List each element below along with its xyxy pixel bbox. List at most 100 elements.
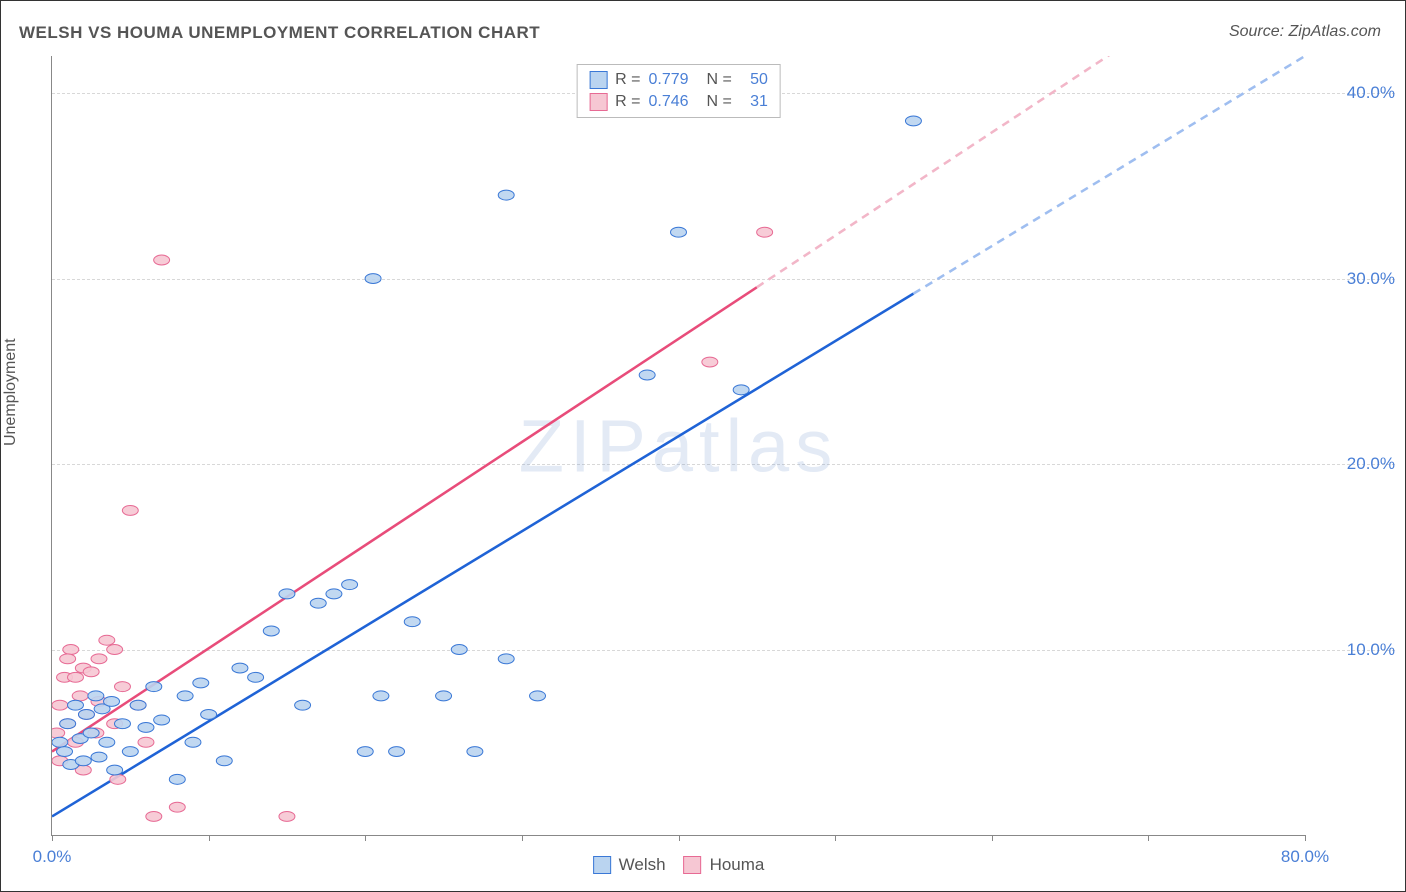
welsh-point bbox=[185, 737, 201, 747]
houma-point bbox=[138, 737, 154, 747]
welsh-point bbox=[326, 589, 342, 599]
houma-point bbox=[122, 505, 138, 515]
houma-point bbox=[169, 802, 185, 812]
houma-point bbox=[146, 811, 162, 821]
welsh-point bbox=[115, 719, 131, 729]
welsh-point bbox=[365, 274, 381, 284]
welsh-point bbox=[404, 617, 420, 627]
welsh-point bbox=[68, 700, 84, 710]
x-tick bbox=[365, 835, 366, 841]
welsh-point bbox=[248, 672, 264, 682]
houma-point bbox=[68, 672, 84, 682]
legend-swatch bbox=[589, 71, 607, 89]
legend-correlation-row: R = 0.779 N = 50 bbox=[589, 69, 768, 91]
y-tick-label: 10.0% bbox=[1315, 640, 1395, 660]
houma-point bbox=[110, 774, 126, 784]
legend-series-item: Welsh bbox=[593, 855, 666, 875]
welsh-point bbox=[75, 756, 91, 766]
welsh-point bbox=[232, 663, 248, 673]
houma-trend-line-extrapolated bbox=[757, 56, 1305, 287]
chart-title: WELSH VS HOUMA UNEMPLOYMENT CORRELATION … bbox=[19, 23, 540, 43]
houma-point bbox=[63, 645, 79, 655]
welsh-trend-line bbox=[52, 294, 913, 817]
welsh-point bbox=[57, 747, 73, 757]
x-tick bbox=[209, 835, 210, 841]
houma-point bbox=[154, 255, 170, 265]
houma-point bbox=[279, 811, 295, 821]
welsh-point bbox=[357, 747, 373, 757]
welsh-point bbox=[498, 654, 514, 664]
x-tick bbox=[1148, 835, 1149, 841]
houma-point bbox=[52, 728, 65, 738]
r-value: 0.779 bbox=[648, 71, 688, 89]
welsh-point bbox=[451, 645, 467, 655]
houma-point bbox=[115, 682, 131, 692]
legend-swatch bbox=[593, 856, 611, 874]
welsh-point bbox=[83, 728, 99, 738]
welsh-point bbox=[671, 227, 687, 237]
welsh-point bbox=[639, 370, 655, 380]
r-label: R = bbox=[615, 71, 640, 89]
welsh-point bbox=[99, 737, 115, 747]
x-tick bbox=[679, 835, 680, 841]
welsh-point bbox=[146, 682, 162, 692]
welsh-point bbox=[154, 715, 170, 725]
x-tick-label: 0.0% bbox=[33, 847, 72, 867]
welsh-point bbox=[60, 719, 76, 729]
welsh-point bbox=[138, 722, 154, 732]
welsh-point bbox=[342, 580, 358, 590]
welsh-point bbox=[169, 774, 185, 784]
legend-series: Welsh Houma bbox=[593, 855, 765, 875]
n-value: 31 bbox=[740, 93, 768, 111]
welsh-point bbox=[263, 626, 279, 636]
welsh-point bbox=[389, 747, 405, 757]
legend-series-label: Houma bbox=[710, 855, 765, 875]
welsh-point bbox=[122, 747, 138, 757]
welsh-point bbox=[177, 691, 193, 701]
chart-container: WELSH VS HOUMA UNEMPLOYMENT CORRELATION … bbox=[0, 0, 1406, 892]
x-tick bbox=[835, 835, 836, 841]
welsh-point bbox=[88, 691, 104, 701]
x-tick bbox=[1305, 835, 1306, 841]
welsh-point bbox=[498, 190, 514, 200]
x-tick-label: 80.0% bbox=[1281, 847, 1329, 867]
houma-point bbox=[83, 667, 99, 677]
welsh-point bbox=[436, 691, 452, 701]
r-value: 0.746 bbox=[648, 93, 688, 111]
houma-point bbox=[60, 654, 76, 664]
houma-point bbox=[757, 227, 773, 237]
welsh-point bbox=[467, 747, 483, 757]
welsh-trend-line-extrapolated bbox=[913, 56, 1305, 294]
y-tick-label: 30.0% bbox=[1315, 269, 1395, 289]
n-value: 50 bbox=[740, 71, 768, 89]
houma-point bbox=[107, 645, 123, 655]
welsh-point bbox=[295, 700, 311, 710]
x-tick bbox=[52, 835, 53, 841]
r-label: R = bbox=[615, 93, 640, 111]
n-label: N = bbox=[707, 71, 732, 89]
legend-swatch bbox=[684, 856, 702, 874]
houma-point bbox=[99, 635, 115, 645]
welsh-point bbox=[373, 691, 389, 701]
legend-series-label: Welsh bbox=[619, 855, 666, 875]
plot-area: ZIPatlas R =0.779N =50R =0.746N =31 Wels… bbox=[51, 56, 1305, 836]
y-tick-label: 40.0% bbox=[1315, 83, 1395, 103]
houma-point bbox=[72, 691, 88, 701]
plot-svg bbox=[52, 56, 1305, 835]
legend-series-item: Houma bbox=[684, 855, 765, 875]
welsh-point bbox=[91, 752, 107, 762]
welsh-point bbox=[52, 737, 68, 747]
legend-correlation-row: R = 0.746 N = 31 bbox=[589, 91, 768, 113]
legend-correlation: R = 0.779 N = 50 R = 0.746 N = 31 bbox=[576, 64, 781, 118]
n-label: N = bbox=[707, 93, 732, 111]
x-tick bbox=[992, 835, 993, 841]
houma-point bbox=[52, 700, 68, 710]
welsh-point bbox=[310, 598, 326, 608]
welsh-point bbox=[78, 709, 94, 719]
welsh-point bbox=[216, 756, 232, 766]
y-tick-label: 20.0% bbox=[1315, 454, 1395, 474]
welsh-point bbox=[905, 116, 921, 126]
welsh-point bbox=[530, 691, 546, 701]
legend-swatch bbox=[589, 93, 607, 111]
source-attribution: Source: ZipAtlas.com bbox=[1229, 23, 1381, 41]
